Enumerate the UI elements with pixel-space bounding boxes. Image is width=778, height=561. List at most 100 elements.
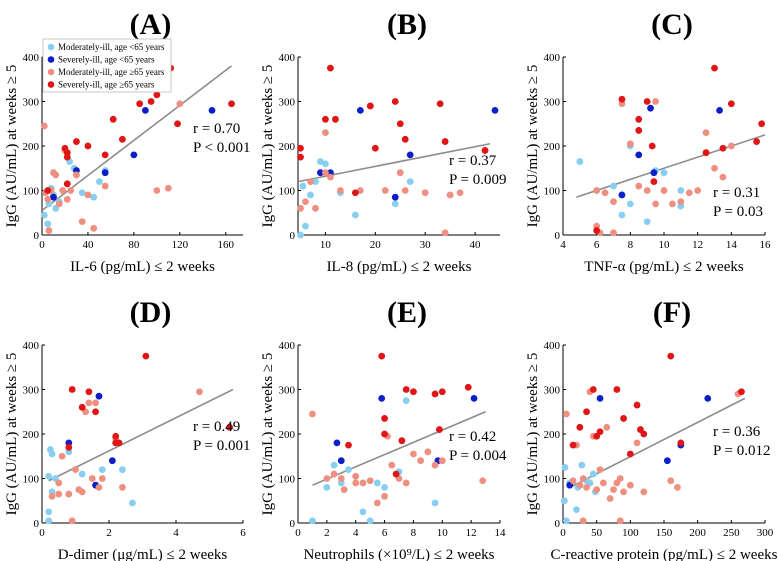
point-mod-young — [345, 466, 352, 473]
point-mod-old — [337, 475, 345, 482]
point-mod-old — [479, 477, 487, 485]
x-tick-label: 150 — [656, 527, 673, 539]
point-sev-old — [626, 450, 634, 458]
point-mod-young — [359, 508, 367, 516]
point-sev-old — [635, 127, 643, 134]
x-tick-label: 0 — [560, 527, 566, 539]
point-sev-old — [68, 386, 76, 393]
stat-r: r = 0.37 — [449, 153, 497, 169]
point-mod-old — [456, 189, 464, 197]
x-tick-label: 250 — [723, 527, 740, 539]
point-sev-old — [436, 100, 444, 108]
point-sev-young — [618, 191, 626, 199]
point-mod-old — [626, 481, 634, 489]
panel-d: (D) 0 100 200 300 400 0 2 4 6 D-dimer (μg/mL) ≤ 2 … — [4, 296, 251, 561]
point-mod-old — [660, 187, 668, 194]
point-mod-young — [643, 218, 651, 226]
point-sev-young — [596, 395, 604, 402]
point-mod-old — [55, 200, 63, 208]
legend-marker-mod-old — [47, 68, 55, 76]
y-tick-label: 400 — [279, 52, 296, 64]
point-mod-young — [45, 472, 53, 480]
regression-line — [48, 388, 234, 482]
point-mod-old — [702, 129, 710, 137]
point-sev-old — [78, 403, 86, 411]
point-mod-young — [90, 193, 98, 201]
point-mod-old — [352, 479, 360, 487]
point-mod-old — [593, 486, 601, 494]
point-mod-old — [669, 200, 676, 208]
point-mod-old — [95, 484, 103, 491]
y-tick-label: 100 — [279, 186, 296, 198]
point-sev-old — [431, 390, 439, 398]
point-mod-old — [652, 200, 659, 208]
point-sev-old — [677, 439, 685, 447]
point-sev-old — [101, 151, 109, 159]
regression-line — [41, 65, 232, 212]
point-sev-old — [650, 178, 658, 186]
x-tick-label: 4 — [560, 239, 566, 251]
point-sev-old — [711, 64, 718, 72]
y-tick-label: 100 — [279, 474, 296, 486]
point-mod-old — [579, 517, 587, 525]
point-mod-young — [309, 517, 316, 525]
panel-title: (A) — [130, 8, 172, 41]
point-sev-young — [108, 457, 116, 465]
point-sev-old — [613, 386, 621, 393]
point-sev-young — [208, 107, 216, 114]
point-mod-young — [431, 499, 439, 507]
point-mod-young — [307, 191, 314, 199]
y-tick-label: 100 — [23, 474, 40, 486]
x-tick-label: 4 — [173, 527, 179, 539]
y-tick-label: 0 — [290, 230, 296, 242]
point-mod-young — [561, 463, 569, 471]
x-tick-label: 40 — [82, 239, 94, 251]
y-tick-label: 400 — [23, 52, 40, 64]
point-sev-old — [396, 120, 404, 128]
point-mod-old — [388, 461, 396, 469]
point-mod-old — [92, 399, 99, 407]
point-sev-old — [593, 227, 601, 234]
point-mod-old — [196, 388, 203, 396]
point-mod-old — [72, 466, 79, 473]
x-tick-label: 2 — [106, 527, 112, 539]
point-mod-old — [302, 198, 309, 206]
stat-p: P = 0.012 — [713, 443, 771, 459]
x-tick-label: 100 — [622, 527, 639, 539]
point-sev-young — [95, 392, 103, 400]
y-axis-label: IgG (AU/mL) at weeks ≥ 5 — [525, 353, 541, 516]
point-sev-young — [406, 151, 414, 159]
x-tick-label: 2 — [324, 527, 330, 539]
point-mod-old — [78, 488, 86, 496]
point-mod-old — [626, 140, 634, 148]
point-sev-young — [317, 169, 324, 177]
point-sev-old — [441, 138, 449, 145]
point-sev-old — [648, 142, 656, 150]
point-sev-old — [153, 91, 161, 99]
x-tick-label: 10 — [437, 527, 449, 539]
point-sev-old — [371, 144, 379, 152]
point-mod-old — [431, 461, 439, 469]
x-tick-label: 300 — [757, 527, 774, 539]
point-mod-old — [610, 229, 617, 237]
point-sev-old — [402, 386, 410, 393]
point-sev-old — [576, 423, 584, 431]
y-tick-label: 100 — [544, 474, 561, 486]
point-mod-old — [340, 486, 348, 494]
point-sev-old — [136, 100, 144, 108]
point-sev-old — [109, 115, 117, 123]
x-tick-label: 10 — [320, 239, 332, 251]
point-mod-old — [569, 477, 577, 485]
panel-b: (B) 0 100 200 300 400 10 20 30 40 IL-8 (pg/mL) ≤ 2… — [260, 8, 507, 275]
point-sev-old — [618, 95, 626, 103]
point-mod-old — [424, 448, 432, 456]
panel-title: (B) — [387, 8, 427, 41]
point-sev-young — [663, 457, 671, 465]
point-sev-old — [226, 423, 234, 431]
point-mod-old — [402, 479, 410, 487]
point-mod-old — [68, 517, 76, 525]
point-sev-old — [44, 187, 52, 194]
point-sev-old — [640, 430, 648, 438]
